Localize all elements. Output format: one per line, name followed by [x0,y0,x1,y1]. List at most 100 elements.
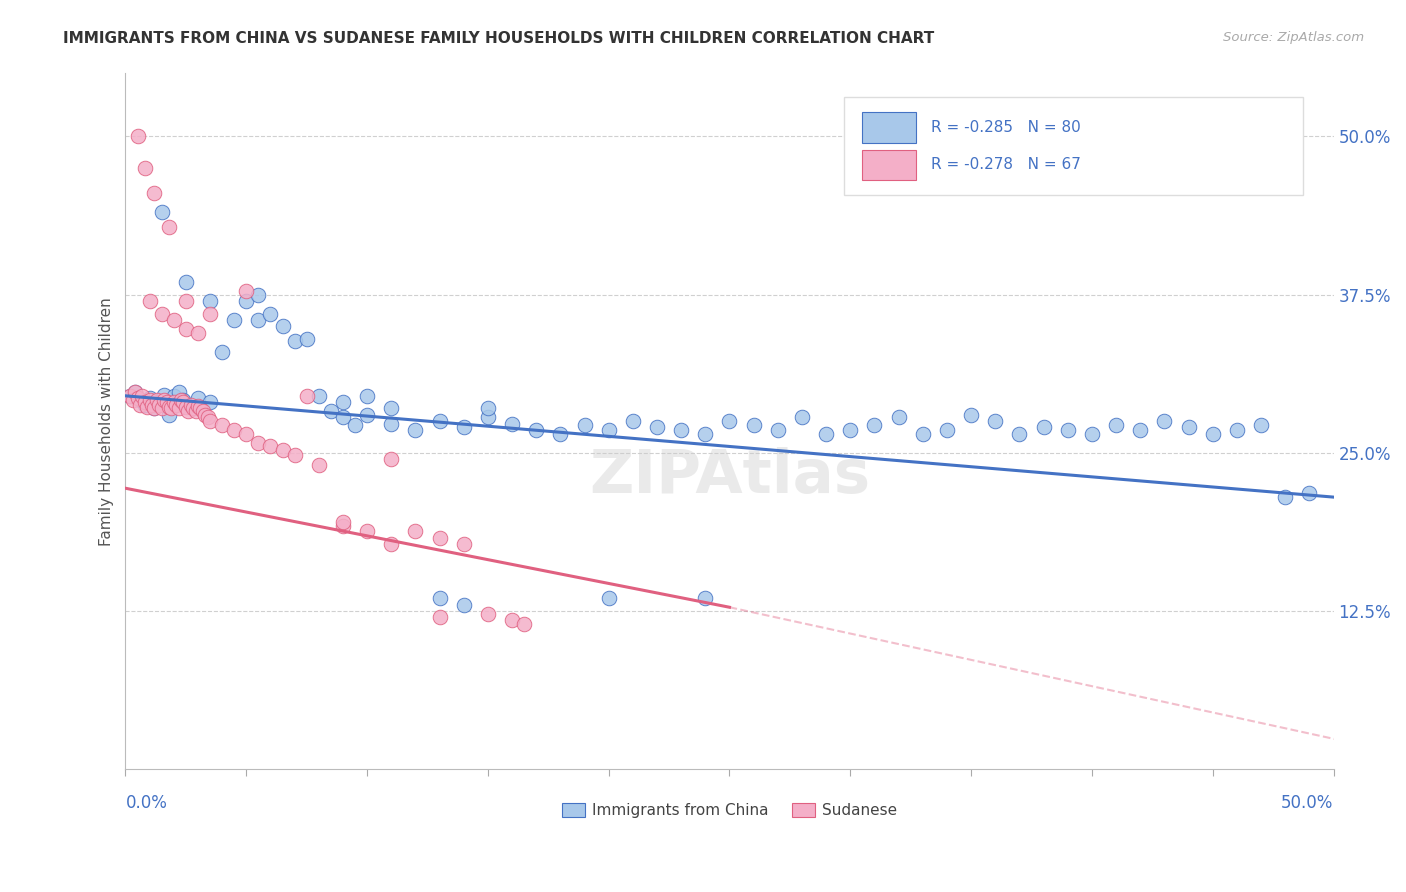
Point [887,410,910,425]
Point [247,313,270,327]
Legend: Immigrants from China, Sudanese: Immigrants from China, Sudanese [555,797,904,824]
Point [150,401,173,416]
Point [259,306,281,320]
Point [984,414,1007,428]
Point [167,401,190,416]
Point [163,389,186,403]
Point [669,423,692,437]
Point [574,417,596,432]
Point [141,398,163,412]
Point [839,423,862,437]
Point [271,319,294,334]
Point [146,392,169,407]
Point [1153,414,1175,428]
Point [136,401,159,415]
Point [224,313,246,327]
Point [332,410,354,425]
Point [184,404,207,418]
Point [766,423,789,437]
Point [131,389,153,403]
Point [177,404,200,418]
Point [165,398,187,412]
Point [172,392,194,407]
Point [695,426,717,441]
Point [271,443,294,458]
Point [170,392,193,407]
Point [356,524,378,539]
Point [477,401,499,416]
Point [863,417,886,432]
Point [134,161,156,175]
Point [143,401,166,416]
Point [380,452,402,467]
Point [163,395,186,409]
Point [1105,417,1128,432]
Point [247,287,270,301]
Point [198,293,221,308]
Point [550,426,572,441]
Point [453,420,475,434]
Point [187,399,209,413]
Point [308,458,330,473]
FancyBboxPatch shape [862,112,915,143]
Text: R = -0.278   N = 67: R = -0.278 N = 67 [931,157,1081,172]
Point [429,610,451,624]
Point [153,387,176,401]
Point [598,423,620,437]
Point [1202,426,1225,441]
Point [198,414,221,428]
Point [197,410,219,425]
Text: IMMIGRANTS FROM CHINA VS SUDANESE FAMILY HOUSEHOLDS WITH CHILDREN CORRELATION CH: IMMIGRANTS FROM CHINA VS SUDANESE FAMILY… [63,31,935,46]
Point [121,392,143,407]
Point [332,395,354,409]
Point [308,389,330,403]
Point [513,616,536,631]
Point [1008,426,1031,441]
Point [174,293,197,308]
Point [742,417,765,432]
Point [501,613,523,627]
Point [150,205,173,219]
Point [935,423,957,437]
Point [718,414,741,428]
Point [380,537,402,551]
Point [1129,423,1152,437]
Point [198,395,221,409]
Point [181,401,204,416]
Point [1226,423,1249,437]
Point [191,404,214,418]
Point [224,423,246,437]
Y-axis label: Family Households with Children: Family Households with Children [100,297,114,546]
Point [194,408,217,422]
Text: 50.0%: 50.0% [1281,794,1333,812]
Point [124,384,146,399]
Point [177,398,200,412]
Point [247,435,270,450]
Point [134,398,156,412]
Point [127,392,149,406]
Point [211,344,233,359]
Point [138,392,160,407]
Point [284,334,307,349]
Point [501,417,523,431]
Point [332,516,354,530]
Point [160,401,183,416]
Point [1298,486,1320,500]
Point [453,537,475,551]
Point [319,404,342,418]
Text: R = -0.285   N = 80: R = -0.285 N = 80 [931,120,1081,135]
Point [153,392,176,407]
Point [1250,417,1272,432]
Point [163,313,186,327]
Point [404,524,426,539]
Point [477,607,499,621]
Point [429,531,451,545]
Point [187,392,209,406]
Point [960,408,983,422]
Point [198,306,221,320]
Point [174,275,197,289]
Point [129,392,152,407]
Point [380,401,402,416]
Point [124,384,146,399]
Point [148,395,170,409]
